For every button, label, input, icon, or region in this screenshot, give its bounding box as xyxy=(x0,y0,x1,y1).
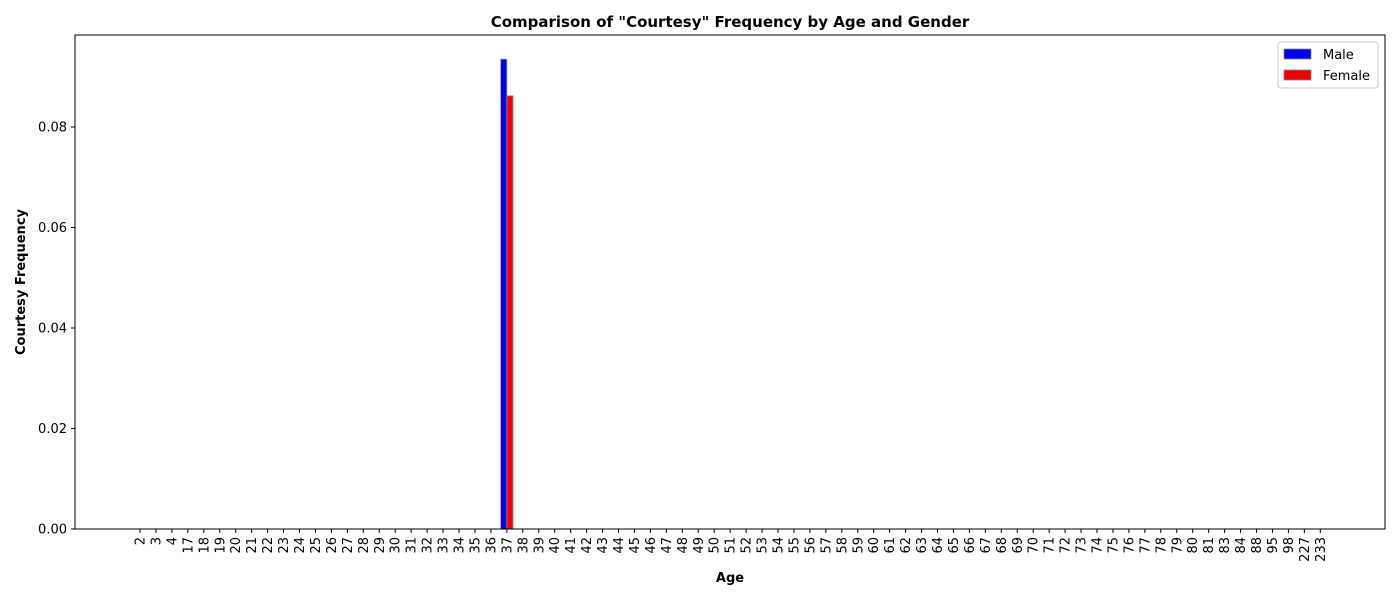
x-tick-label: 4 xyxy=(165,537,180,545)
x-tick-label: 77 xyxy=(1138,537,1153,554)
x-tick-label: 227 xyxy=(1298,537,1313,562)
x-tick-label: 20 xyxy=(229,537,244,554)
x-tick-label: 79 xyxy=(1170,537,1185,554)
x-tick-label: 18 xyxy=(197,537,212,554)
x-tick-label: 29 xyxy=(373,537,388,554)
x-tick-label: 61 xyxy=(883,537,898,554)
x-tick-label: 46 xyxy=(644,537,659,554)
x-tick-label: 84 xyxy=(1234,537,1249,554)
x-axis: 2 3 4 17 18 19 20 21 22 23 24 25 26 27 28 29 30 31 32 33 34 3… xyxy=(134,529,1329,562)
x-tick-label: 2 xyxy=(134,537,149,545)
y-tick-label: 0.04 xyxy=(38,321,67,336)
x-tick-label: 53 xyxy=(756,537,771,554)
x-tick-label: 55 xyxy=(787,537,802,554)
x-tick-label: 38 xyxy=(516,537,531,554)
x-tick-label: 3 xyxy=(149,537,164,545)
legend-label-male: Male xyxy=(1323,48,1354,63)
chart-title: Comparison of "Courtesy" Frequency by Ag… xyxy=(491,13,970,31)
bar-male-37 xyxy=(500,58,508,530)
x-tick-label: 25 xyxy=(309,537,324,554)
x-tick-label: 49 xyxy=(692,537,707,554)
x-tick-label: 75 xyxy=(1106,537,1121,554)
x-tick-label: 22 xyxy=(261,537,276,554)
x-tick-label: 31 xyxy=(405,537,420,554)
x-tick-label: 33 xyxy=(437,537,452,554)
x-tick-label: 23 xyxy=(277,537,292,554)
x-tick-label: 80 xyxy=(1186,537,1201,554)
x-tick-label: 45 xyxy=(628,537,643,554)
legend-swatch-male xyxy=(1283,48,1312,60)
x-tick-label: 57 xyxy=(819,537,834,554)
y-tick-label: 0.08 xyxy=(38,120,67,135)
x-tick-label: 50 xyxy=(708,537,723,554)
x-tick-label: 28 xyxy=(357,537,372,554)
x-tick-label: 42 xyxy=(580,537,595,554)
x-tick-label: 73 xyxy=(1075,537,1090,554)
y-axis-label: Courtesy Frequency xyxy=(14,208,29,355)
x-tick-label: 37 xyxy=(500,537,515,554)
y-tick-label: 0.02 xyxy=(38,422,67,437)
x-tick-label: 47 xyxy=(660,537,675,554)
x-tick-label: 24 xyxy=(293,537,308,554)
x-tick-label: 83 xyxy=(1218,537,1233,554)
x-tick-label: 70 xyxy=(1027,537,1042,554)
legend: Male Female xyxy=(1277,41,1379,89)
x-tick-label: 71 xyxy=(1043,537,1058,554)
x-tick-label: 64 xyxy=(931,537,946,554)
x-tick-label: 78 xyxy=(1154,537,1169,554)
x-tick-label: 30 xyxy=(389,537,404,554)
x-tick-label: 56 xyxy=(803,537,818,554)
plot-frame xyxy=(74,34,1386,530)
x-tick-label: 48 xyxy=(676,537,691,554)
x-tick-label: 88 xyxy=(1250,537,1265,554)
legend-label-female: Female xyxy=(1323,69,1370,84)
x-tick-label: 26 xyxy=(325,537,340,554)
y-tick-label: 0.00 xyxy=(38,523,67,538)
x-axis-label: Age xyxy=(716,571,744,586)
x-tick-label: 66 xyxy=(963,537,978,554)
x-tick-label: 44 xyxy=(612,537,627,554)
x-tick-label: 67 xyxy=(979,537,994,554)
x-tick-label: 35 xyxy=(468,537,483,554)
x-tick-label: 39 xyxy=(532,537,547,554)
x-tick-label: 52 xyxy=(740,537,755,554)
x-tick-label: 32 xyxy=(421,537,436,554)
x-tick-label: 54 xyxy=(772,537,787,554)
x-tick-label: 72 xyxy=(1059,537,1074,554)
x-tick-label: 63 xyxy=(915,537,930,554)
x-tick-label: 19 xyxy=(213,537,228,554)
x-tick-label: 95 xyxy=(1266,537,1281,554)
x-tick-label: 74 xyxy=(1091,537,1106,554)
x-tick-label: 36 xyxy=(484,537,499,554)
bars xyxy=(500,58,514,530)
x-tick-label: 68 xyxy=(995,537,1010,554)
x-tick-label: 40 xyxy=(548,537,563,554)
x-tick-label: 17 xyxy=(181,537,196,554)
x-tick-label: 21 xyxy=(245,537,260,554)
x-tick-label: 69 xyxy=(1011,537,1026,554)
x-tick-label: 43 xyxy=(596,537,611,554)
x-tick-label: 233 xyxy=(1314,537,1329,562)
y-axis: 0.00 0.02 0.04 0.06 0.08 xyxy=(38,120,75,538)
x-tick-label: 60 xyxy=(867,537,882,554)
legend-swatch-female xyxy=(1283,69,1312,81)
x-tick-label: 34 xyxy=(453,537,468,554)
x-tick-label: 65 xyxy=(947,537,962,554)
x-tick-label: 76 xyxy=(1122,537,1137,554)
x-tick-label: 27 xyxy=(341,537,356,554)
x-tick-label: 51 xyxy=(724,537,739,554)
x-tick-label: 41 xyxy=(564,537,579,554)
y-tick-label: 0.06 xyxy=(38,221,67,236)
x-tick-label: 81 xyxy=(1202,537,1217,554)
x-tick-label: 59 xyxy=(851,537,866,554)
x-tick-label: 98 xyxy=(1282,537,1297,554)
x-tick-label: 62 xyxy=(899,537,914,554)
bar-female-37 xyxy=(506,95,514,530)
x-tick-label: 58 xyxy=(835,537,850,554)
